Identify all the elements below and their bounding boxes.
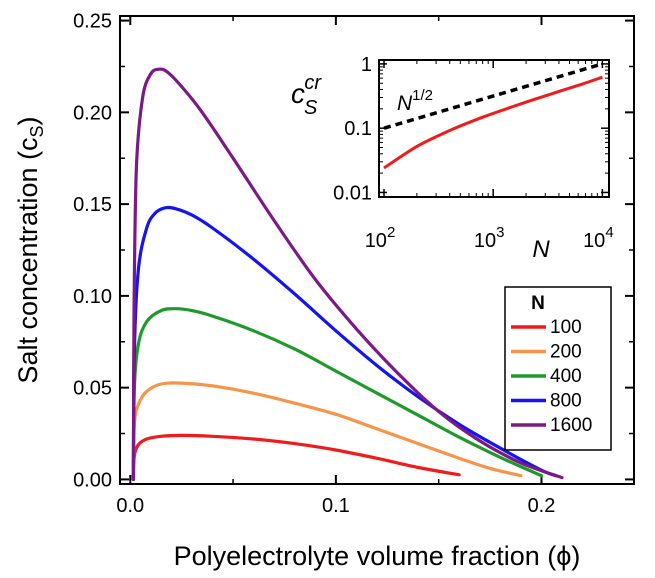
inset-x-tick-label: 103	[474, 224, 505, 252]
legend-items: 100 200 400 800 1600	[511, 317, 592, 436]
inset-x-tick-label: 104	[583, 224, 614, 252]
y-tick-label: 0.10	[73, 286, 112, 308]
inset-y-axis-title-main: c	[291, 78, 305, 109]
series-line-N400	[131, 307, 544, 481]
main-series-group	[131, 67, 564, 481]
inset-x-tick-exponent: 2	[387, 224, 395, 241]
series-line-N1600	[131, 67, 564, 481]
legend: N 100 200 400 800 1600	[504, 286, 612, 451]
inset-y-tick-label: 0.01	[333, 182, 372, 204]
y-axis-title-close: )	[13, 116, 43, 125]
y-axis-title-sub: S	[27, 125, 47, 137]
series-line-N100	[131, 433, 461, 481]
inset-y-tick-label: 1	[361, 54, 372, 76]
main-x-axis: 0.0 0.1 0.2	[116, 16, 555, 517]
inset-x-tick-base: 10	[474, 230, 496, 252]
legend-title: N	[531, 293, 545, 314]
legend-label-N1600: 1600	[550, 415, 592, 436]
inset-x-tick-exponent: 4	[605, 224, 613, 241]
main-y-axis: 0.00 0.05 0.10 0.15 0.20 0.25	[73, 11, 634, 491]
y-tick-label: 0.25	[73, 11, 112, 33]
inset-y-axis-title: cScr	[291, 72, 322, 119]
inset-series-group	[383, 62, 603, 170]
inset-x-tick-base: 10	[583, 230, 605, 252]
y-tick-label: 0.15	[73, 194, 112, 216]
x-tick-label: 0.2	[528, 495, 556, 517]
series-line-N800	[131, 205, 558, 481]
y-tick-label: 0.20	[73, 102, 112, 124]
inset-annotation-exponent: 1/2	[412, 87, 433, 104]
legend-label-N400: 400	[550, 366, 582, 387]
x-tick-label: 0.0	[116, 495, 144, 517]
inset-critical-salt-line	[383, 75, 603, 170]
inset-y-axis-title-sub: S	[304, 97, 318, 119]
inset-annotation-base: N	[397, 92, 413, 115]
legend-box	[504, 286, 612, 451]
y-tick-label: 0.05	[73, 378, 112, 400]
legend-label-N200: 200	[550, 342, 582, 363]
x-axis-title: Polyelectrolyte volume fraction (ϕ)	[174, 541, 581, 571]
y-axis-title: Salt concentration (cS)	[13, 116, 47, 383]
inset-annotation: N1/2	[397, 87, 433, 115]
inset-x-tick-exponent: 3	[496, 224, 504, 241]
inset-y-tick-label: 0.1	[344, 118, 372, 140]
x-tick-label: 0.1	[322, 495, 350, 517]
inset-plot-frame	[378, 59, 610, 198]
y-tick-label: 0.00	[73, 469, 112, 491]
inset-x-tick-label: 102	[365, 224, 396, 252]
inset-x-axis-title: N	[532, 236, 550, 263]
series-line-N200	[131, 381, 523, 481]
legend-label-N100: 100	[550, 317, 582, 338]
y-axis-title-main: Salt concentration (c	[13, 137, 43, 383]
inset-y-axis-title-sup: cr	[304, 72, 322, 94]
inset-x-tick-base: 10	[365, 230, 387, 252]
inset-scaling-line	[383, 62, 603, 130]
legend-label-N800: 800	[550, 391, 582, 412]
